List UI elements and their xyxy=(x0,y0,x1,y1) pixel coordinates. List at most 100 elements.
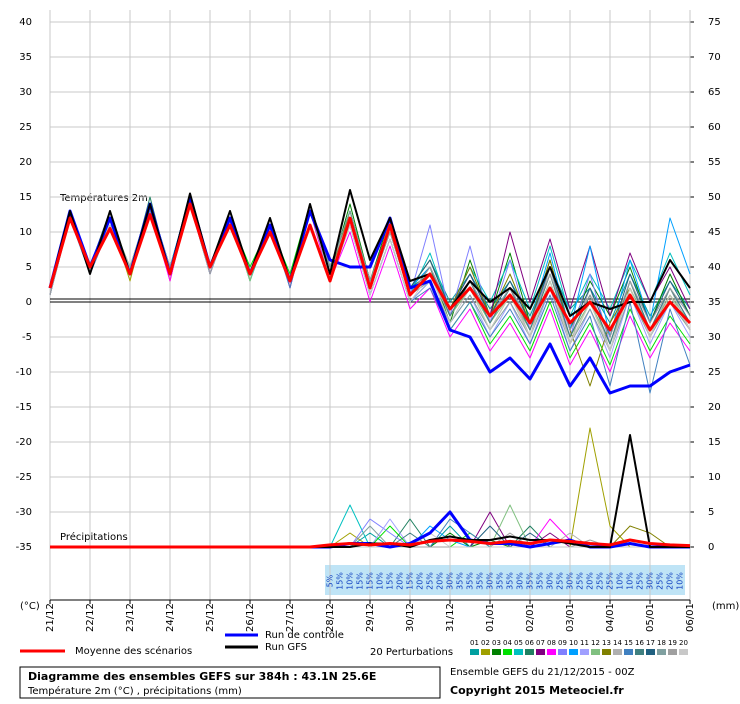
legend-swatch xyxy=(514,649,523,655)
y2-tick-label: 45 xyxy=(708,227,721,238)
legend-label: Run GFS xyxy=(265,642,307,653)
snow-probability: 5% xyxy=(326,574,335,587)
y2-tick-label: 15 xyxy=(708,437,721,448)
y-tick-label: -20 xyxy=(16,437,32,448)
x-tick-label: 01/01 xyxy=(485,603,496,632)
legend-swatch xyxy=(668,649,677,655)
x-tick-label: 28/12 xyxy=(325,603,336,632)
y-tick-label: 10 xyxy=(19,227,32,238)
x-tick-label: 22/12 xyxy=(85,603,96,632)
snow-probability: 20% xyxy=(436,572,445,590)
y2-tick-label: 55 xyxy=(708,157,721,168)
x-tick-label: 29/12 xyxy=(365,603,376,632)
x-tick-label: 23/12 xyxy=(125,603,136,632)
snow-probability: 30% xyxy=(486,572,495,590)
y-tick-label: -35 xyxy=(16,542,32,553)
y2-tick-label: 50 xyxy=(708,192,721,203)
temperature-label: Températures 2m xyxy=(59,192,148,204)
perturbations-label: 20 Perturbations xyxy=(370,647,453,658)
snow-probability: 25% xyxy=(556,572,565,590)
y-tick-label: -5 xyxy=(22,332,32,343)
title-box xyxy=(19,666,441,699)
snow-probability: 15% xyxy=(356,572,365,590)
snow-probability: 25% xyxy=(636,572,645,590)
legend-label: 07 xyxy=(536,639,545,647)
legend-label: 17 xyxy=(646,639,655,647)
y2-tick-label: 75 xyxy=(708,17,721,28)
y2-tick-label: 65 xyxy=(708,87,721,98)
chart-subtitle: Température 2m (°C) , précipitations (mm… xyxy=(27,685,242,697)
legend-swatch xyxy=(536,649,545,655)
precipitation-label: Précipitations xyxy=(60,531,128,543)
y2-tick-label: 70 xyxy=(708,52,721,63)
snow-probability: 25% xyxy=(426,572,435,590)
legend-swatch xyxy=(646,649,655,655)
x-tick-label: 27/12 xyxy=(285,603,296,632)
x-tick-label: 05/01 xyxy=(645,603,656,632)
legend-swatch xyxy=(470,649,479,655)
legend-swatch xyxy=(635,649,644,655)
x-tick-label: 21/12 xyxy=(45,603,56,632)
snow-probability: 35% xyxy=(536,572,545,590)
y-tick-label: 0 xyxy=(26,297,32,308)
snow-probability: 35% xyxy=(496,572,505,590)
y-tick-label: 35 xyxy=(19,52,32,63)
y2-tick-label: 35 xyxy=(708,297,721,308)
x-tick-label: 26/12 xyxy=(245,603,256,632)
legend-label: 09 xyxy=(558,639,567,647)
snow-probability: 20% xyxy=(666,572,675,590)
legend-label: 14 xyxy=(613,639,622,647)
temperature-line xyxy=(48,202,692,332)
snow-probability: 30% xyxy=(646,572,655,590)
legend-label: 10 xyxy=(569,639,578,647)
legend-label: Run de contrôle xyxy=(265,629,344,641)
legend-label: Moyenne des scénarios xyxy=(75,645,192,657)
x-tick-label: 31/12 xyxy=(445,603,456,632)
snow-probability: 30% xyxy=(566,572,575,590)
y2-tick-label: 40 xyxy=(708,262,721,273)
y2-tick-label: 25 xyxy=(708,367,721,378)
legend-label: 12 xyxy=(591,639,600,647)
legend-swatch xyxy=(613,649,622,655)
y-tick-label: 5 xyxy=(26,262,32,273)
x-tick-label: 02/01 xyxy=(525,603,536,632)
legend-swatch xyxy=(503,649,512,655)
temperature-line xyxy=(49,189,691,317)
snow-probability: 25% xyxy=(576,572,585,590)
y-tick-label: 15 xyxy=(19,192,32,203)
snow-probability: 35% xyxy=(506,572,515,590)
legend-label: 01 xyxy=(470,639,479,647)
x-tick-label: 03/01 xyxy=(565,603,576,632)
y2-axis-label: (mm) xyxy=(712,601,739,612)
snow-probability: 25% xyxy=(596,572,605,590)
legend-swatch xyxy=(591,649,600,655)
legend-label: 16 xyxy=(635,639,644,647)
x-tick-label: 30/12 xyxy=(405,603,416,632)
snow-probability: 10% xyxy=(346,572,355,590)
y-tick-label: 25 xyxy=(19,122,32,133)
x-tick-label: 06/01 xyxy=(685,603,696,632)
legend-swatch xyxy=(525,649,534,655)
legend-label: 06 xyxy=(525,639,534,647)
legend-swatch xyxy=(624,649,633,655)
y-tick-label: 30 xyxy=(19,87,32,98)
legend-swatch xyxy=(481,649,490,655)
legend-label: 08 xyxy=(547,639,556,647)
snow-probability: 15% xyxy=(386,572,395,590)
y-tick-label: 20 xyxy=(19,157,32,168)
snow-probability: 35% xyxy=(456,572,465,590)
y2-tick-label: 20 xyxy=(708,402,721,413)
snow-probability: 15% xyxy=(336,572,345,590)
y-tick-label: -30 xyxy=(16,507,32,518)
snow-probability: 15% xyxy=(406,572,415,590)
legend-label: 19 xyxy=(668,639,677,647)
legend-swatch xyxy=(602,649,611,655)
snow-probability: 35% xyxy=(466,572,475,590)
y-tick-label: -10 xyxy=(16,367,32,378)
legend-swatch xyxy=(558,649,567,655)
legend-swatch xyxy=(657,649,666,655)
snow-probability: 30% xyxy=(446,572,455,590)
snow-probability: 30% xyxy=(546,572,555,590)
legend-label: 18 xyxy=(657,639,666,647)
snow-probability: 30% xyxy=(516,572,525,590)
